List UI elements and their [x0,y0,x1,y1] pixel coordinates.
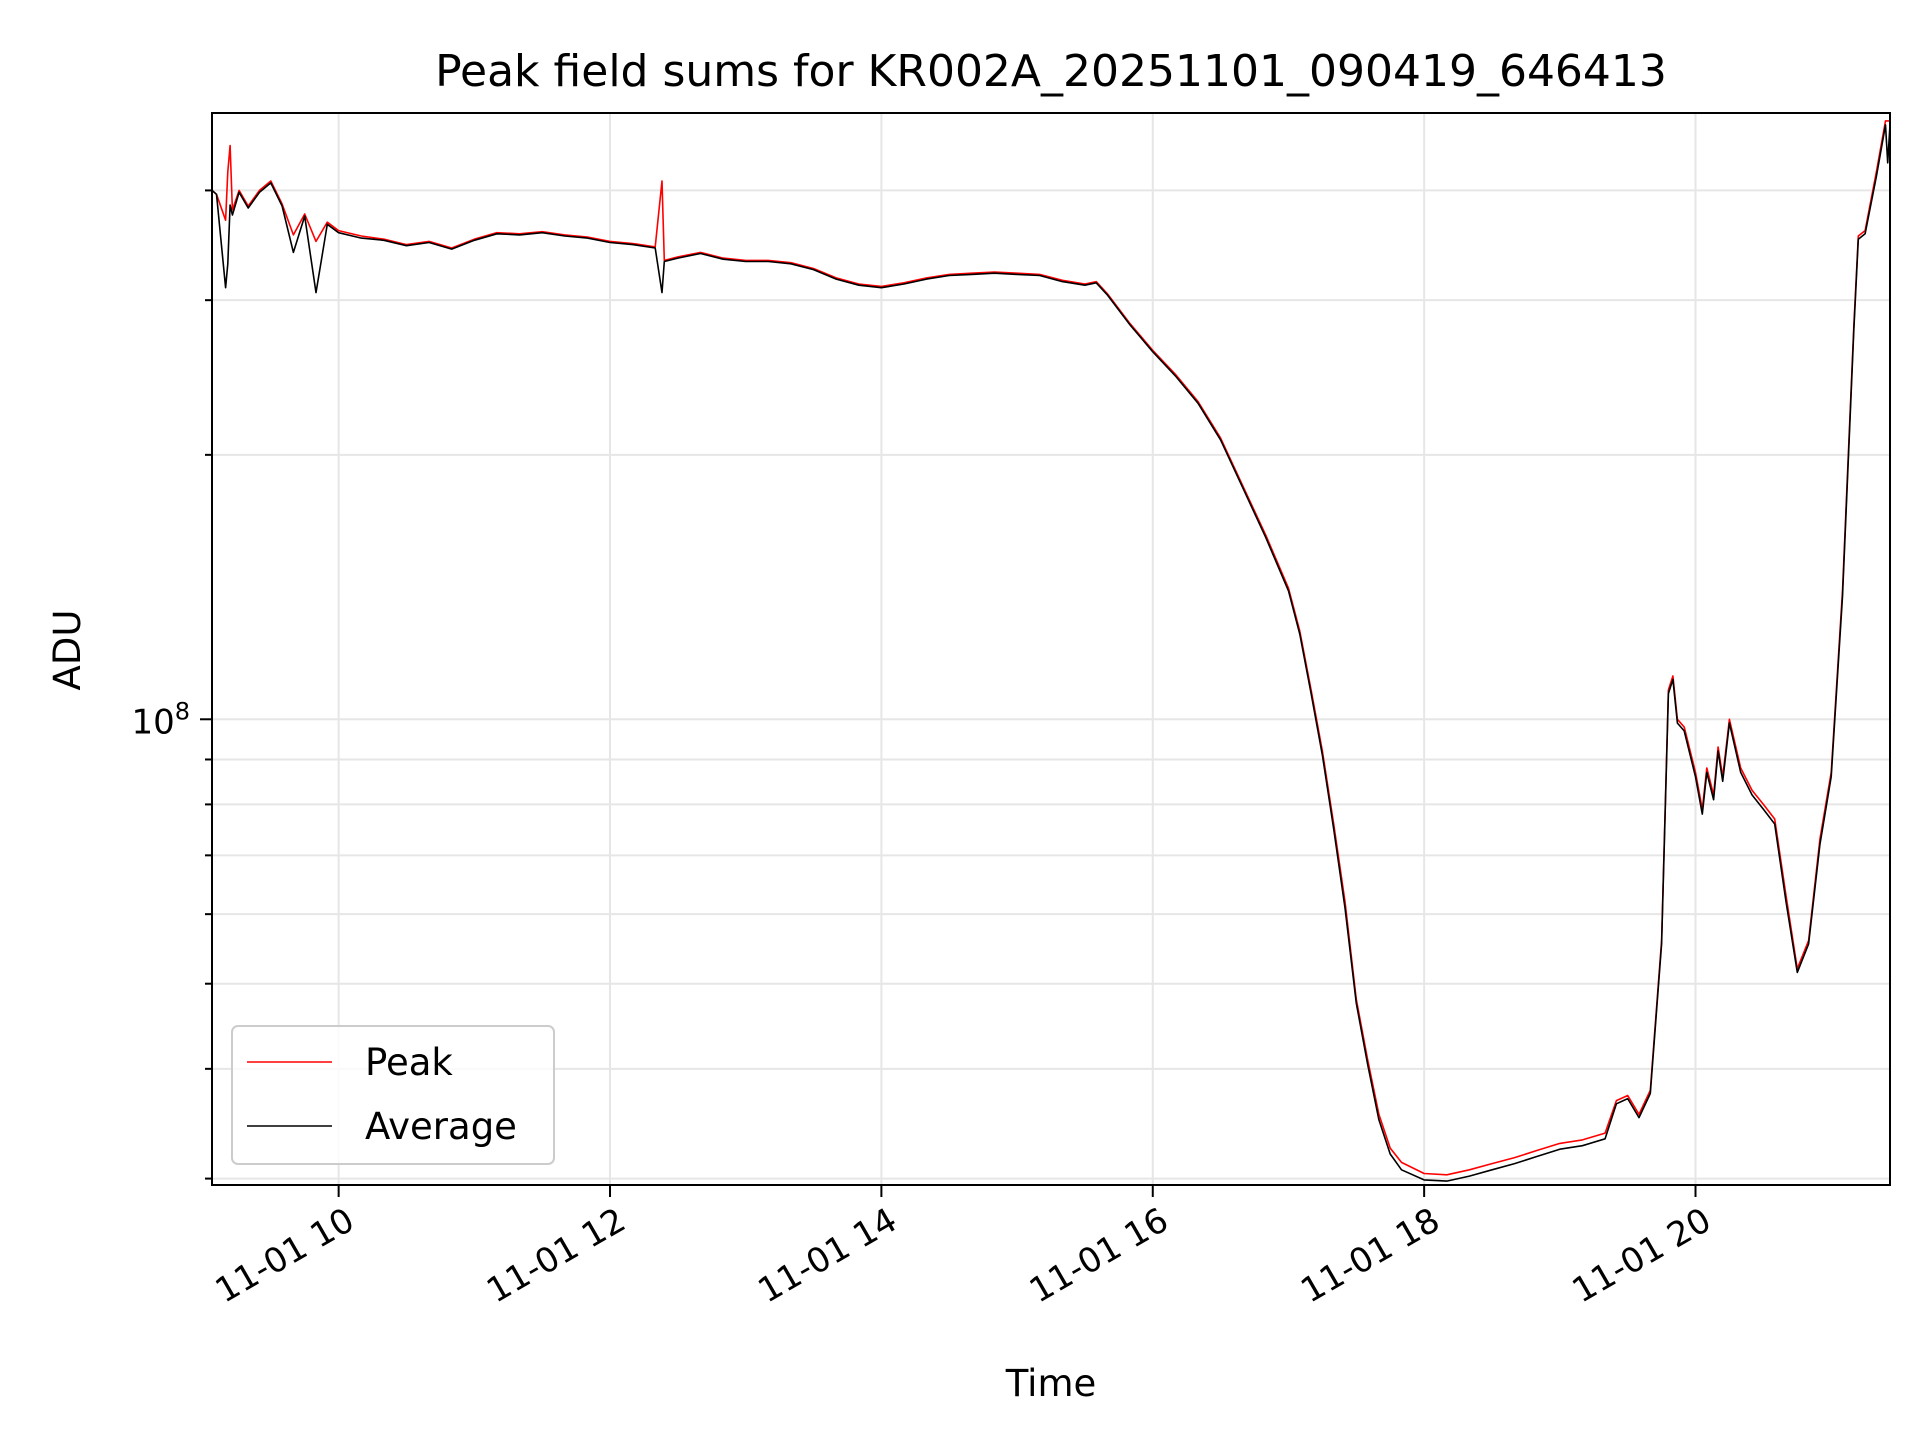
y-tick-label: 108 [131,697,190,742]
series-line-average [211,124,1891,1182]
chart-title: Peak field sums for KR002A_20251101_0904… [435,46,1667,97]
legend-label-average: Average [365,1105,517,1148]
y-tick-label-base: 10 [131,702,174,742]
legend: Peak Average [231,1025,555,1165]
legend-label-peak: Peak [365,1041,453,1084]
plot-frame [211,112,1891,1186]
series-layer [211,120,1891,1182]
y-tick-label-exponent: 8 [175,697,190,725]
y-axis: 108 [131,189,212,1180]
legend-box [231,1025,555,1165]
x-axis-label: Time [1005,1362,1097,1405]
y-axis-label: ADU [46,610,89,691]
